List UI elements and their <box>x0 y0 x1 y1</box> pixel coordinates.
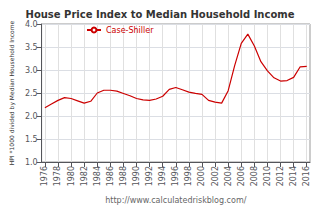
svg-text:1980: 1980 <box>67 166 76 186</box>
svg-text:2008: 2008 <box>250 166 259 186</box>
svg-text:1.0: 1.0 <box>25 158 38 167</box>
svg-text:http://www.calculatedriskblog.: http://www.calculatedriskblog.com/ <box>105 196 246 205</box>
svg-text:2014: 2014 <box>289 166 298 186</box>
svg-text:2010: 2010 <box>263 166 272 186</box>
svg-text:1996: 1996 <box>171 166 180 186</box>
svg-text:2.5: 2.5 <box>25 89 38 98</box>
svg-text:2016: 2016 <box>302 166 311 186</box>
svg-text:3.5: 3.5 <box>25 43 38 52</box>
svg-text:2012: 2012 <box>276 166 285 186</box>
svg-text:1994: 1994 <box>158 166 167 186</box>
svg-text:1984: 1984 <box>93 166 102 186</box>
svg-text:HPI *1000 divided by Median Ho: HPI *1000 divided by Median Household In… <box>8 20 16 165</box>
svg-text:1988: 1988 <box>119 166 128 186</box>
svg-text:1992: 1992 <box>145 166 154 186</box>
svg-text:1982: 1982 <box>80 166 89 186</box>
svg-text:2004: 2004 <box>224 166 233 186</box>
svg-text:1978: 1978 <box>53 166 62 186</box>
svg-text:4.0: 4.0 <box>25 20 38 29</box>
svg-text:1990: 1990 <box>132 166 141 186</box>
svg-text:1976: 1976 <box>40 166 49 186</box>
svg-text:2000: 2000 <box>197 166 206 186</box>
svg-text:2006: 2006 <box>237 166 246 186</box>
svg-text:1.5: 1.5 <box>25 135 38 144</box>
svg-text:1998: 1998 <box>184 166 193 186</box>
svg-text:House Price Index to Median Ho: House Price Index to Median Household In… <box>26 9 295 20</box>
svg-text:1986: 1986 <box>106 166 115 186</box>
svg-text:Case-Shiller: Case-Shiller <box>106 26 154 35</box>
svg-text:2002: 2002 <box>211 166 220 186</box>
svg-text:2.0: 2.0 <box>25 112 38 121</box>
svg-text:3.0: 3.0 <box>25 66 38 75</box>
